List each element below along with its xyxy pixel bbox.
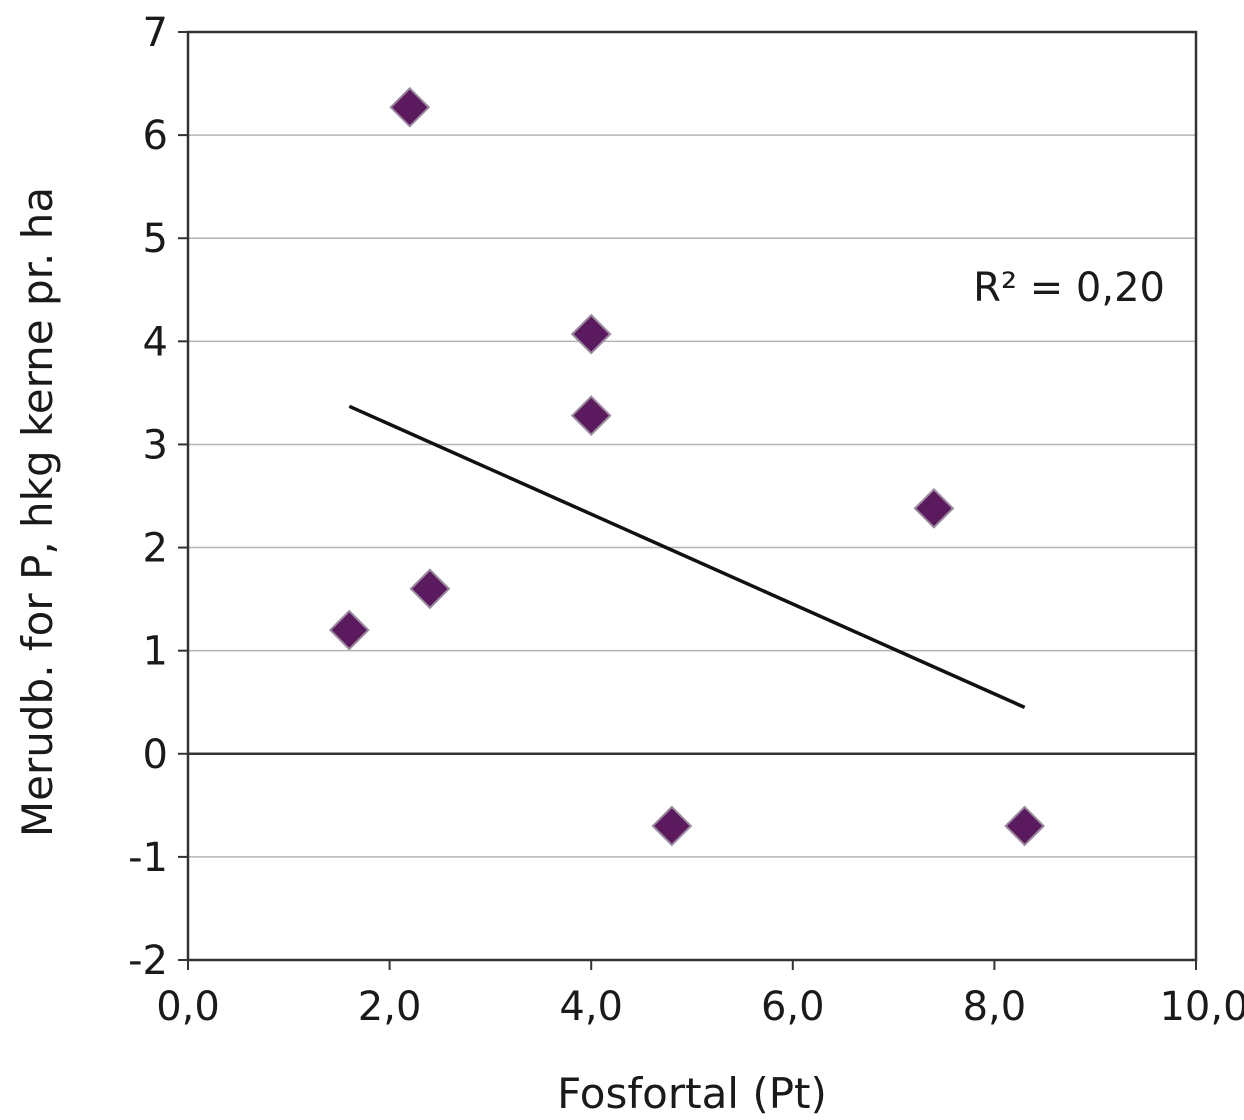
data-point-diamond [389, 86, 431, 128]
data-point-diamond [570, 395, 612, 436]
data-point-diamond [409, 568, 451, 610]
x-tick-label: 8,0 [963, 984, 1027, 1030]
data-point-diamond [913, 487, 955, 529]
y-tick-label: 4 [143, 319, 168, 365]
y-axis-ticks: -2 -1 0 1 2 3 4 5 6 7 [128, 10, 188, 984]
data-point-diamond [651, 805, 693, 847]
data-point-diamond [570, 313, 612, 355]
y-tick-label: 0 [143, 732, 168, 778]
x-tick-label: 6,0 [761, 984, 825, 1030]
x-axis-ticks: 0,0 2,0 4,0 6,0 8,0 10,0 [156, 960, 1244, 1030]
y-tick-label: -2 [128, 938, 168, 984]
gridlines [188, 134, 1196, 858]
data-point-diamond [328, 609, 370, 651]
trendline-group [348, 404, 1026, 709]
y-tick-label: 1 [143, 629, 168, 675]
y-tick-label: 6 [143, 113, 168, 159]
x-axis-title: Fosfortal (Pt) [557, 1069, 827, 1118]
plot-frame [186, 30, 1198, 962]
y-tick-label: 3 [143, 422, 168, 468]
r-squared-annotation: R² = 0,20 [973, 265, 1165, 311]
data-point-diamond [1004, 805, 1046, 847]
data-points [328, 86, 1046, 847]
y-tick-label: 7 [143, 10, 168, 56]
x-tick-label: 10,0 [1159, 984, 1244, 1030]
x-tick-label: 2,0 [358, 984, 422, 1030]
y-tick-label: 2 [143, 526, 168, 572]
plot-border [186, 30, 1198, 962]
trendline [348, 404, 1026, 709]
x-tick-label: 4,0 [559, 984, 623, 1030]
y-tick-label: -1 [128, 835, 168, 881]
y-tick-label: 5 [143, 216, 168, 262]
x-tick-label: 0,0 [156, 984, 220, 1030]
y-axis-title: Merudb. for P, hkg kerne pr. ha [13, 187, 62, 837]
